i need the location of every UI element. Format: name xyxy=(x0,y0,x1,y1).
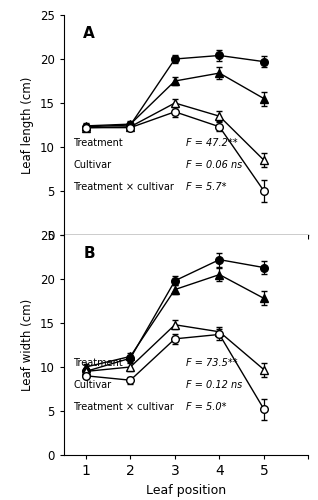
Text: Treatment: Treatment xyxy=(73,138,123,147)
Text: Treatment: Treatment xyxy=(73,358,123,368)
Text: Cultivar: Cultivar xyxy=(73,160,112,170)
Text: Treatment × cultivar: Treatment × cultivar xyxy=(73,182,174,192)
Text: F = 47.2**: F = 47.2** xyxy=(186,138,238,147)
Text: F = 5.7*: F = 5.7* xyxy=(186,182,226,192)
X-axis label: Leaf position: Leaf position xyxy=(146,484,226,496)
Text: F = 0.06 ns: F = 0.06 ns xyxy=(186,160,242,170)
Text: A: A xyxy=(83,26,95,41)
Text: F = 73.5**: F = 73.5** xyxy=(186,358,238,368)
Text: B: B xyxy=(83,246,95,261)
Text: Cultivar: Cultivar xyxy=(73,380,112,390)
Y-axis label: Leaf width (cm): Leaf width (cm) xyxy=(21,299,34,391)
Text: F = 5.0*: F = 5.0* xyxy=(186,402,226,411)
Y-axis label: Leaf length (cm): Leaf length (cm) xyxy=(21,76,34,174)
Text: F = 0.12 ns: F = 0.12 ns xyxy=(186,380,242,390)
Text: Treatment × cultivar: Treatment × cultivar xyxy=(73,402,174,411)
